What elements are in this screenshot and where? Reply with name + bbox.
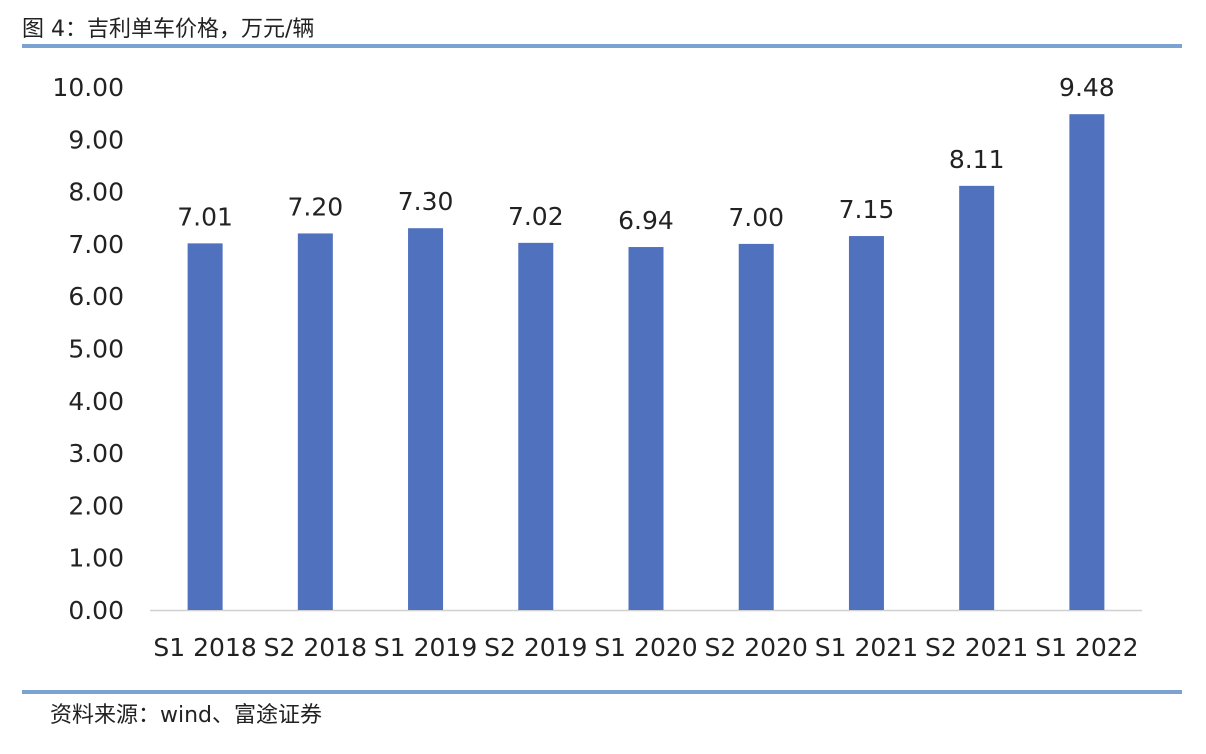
x-tick-label: S2 2020 — [705, 633, 808, 662]
data-label: 8.11 — [949, 145, 1005, 174]
y-tick-label: 7.00 — [68, 230, 124, 259]
data-label: 7.02 — [508, 202, 564, 231]
x-tick-label: S2 2018 — [264, 633, 367, 662]
x-tick-label: S1 2022 — [1035, 633, 1138, 662]
y-tick-label: 6.00 — [68, 282, 124, 311]
figure-title: 图 4：吉利单车价格，万元/辆 — [22, 17, 315, 42]
x-tick-label: S1 2018 — [153, 633, 256, 662]
x-tick-label: S1 2020 — [594, 633, 697, 662]
data-label: 9.48 — [1059, 73, 1115, 102]
data-label: 7.30 — [398, 187, 454, 216]
x-axis-ticks: S1 2018 S2 2018 S1 2019 S2 2019 S1 2020 S2 20… — [153, 633, 1138, 662]
y-tick-label: 4.00 — [68, 387, 124, 416]
y-axis-ticks: 0.00 1.00 2.00 3.00 4.00 5.00 6.00 7.00 8.00 9.00… — [52, 73, 124, 625]
y-tick-label: 10.00 — [52, 73, 124, 102]
y-tick-label: 3.00 — [68, 439, 124, 468]
y-tick-label: 2.00 — [68, 491, 124, 520]
data-label: 6.94 — [618, 206, 674, 235]
source-note: 资料来源：wind、富途证券 — [50, 703, 323, 728]
bar — [187, 243, 223, 610]
y-tick-label: 8.00 — [68, 178, 124, 207]
x-tick-label: S1 2021 — [815, 633, 918, 662]
x-tick-label: S2 2019 — [484, 633, 587, 662]
bar — [959, 185, 995, 611]
y-tick-label: 9.00 — [68, 125, 124, 154]
bar — [1069, 114, 1105, 611]
bar — [518, 242, 554, 610]
y-tick-label: 5.00 — [68, 335, 124, 364]
data-label: 7.15 — [839, 195, 895, 224]
data-label: 7.20 — [287, 192, 343, 221]
x-tick-label: S1 2019 — [374, 633, 477, 662]
x-tick-label: S2 2021 — [925, 633, 1028, 662]
y-tick-label: 0.00 — [68, 596, 124, 625]
y-tick-label: 1.00 — [68, 544, 124, 573]
bars-group — [187, 114, 1105, 611]
bar — [848, 236, 884, 610]
bottom-divider — [22, 690, 1182, 694]
data-label: 7.00 — [728, 203, 784, 232]
bar — [408, 228, 444, 610]
bar — [738, 243, 774, 610]
data-labels-group: 7.01 7.20 7.30 7.02 6.94 7.00 7.15 8.11 9.48 — [177, 73, 1114, 235]
bar — [628, 247, 664, 610]
top-divider — [22, 44, 1182, 48]
bar — [297, 233, 333, 610]
data-label: 7.01 — [177, 202, 233, 231]
